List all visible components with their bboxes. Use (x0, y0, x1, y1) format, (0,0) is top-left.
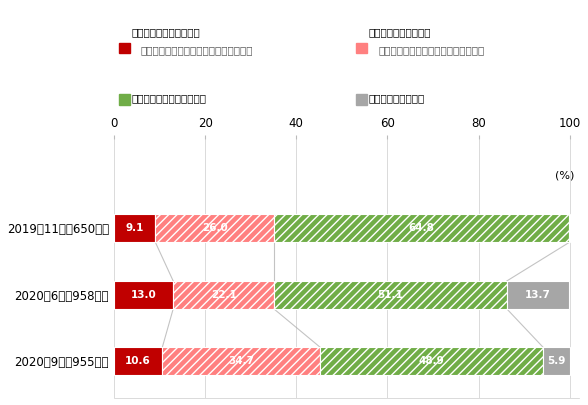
Text: 64.8: 64.8 (409, 224, 435, 233)
Text: 22.1: 22.1 (211, 290, 236, 300)
Bar (173, 281, 274, 309)
FancyBboxPatch shape (356, 43, 367, 53)
Text: 深刻な影響を受けている: 深刻な影響を受けている (132, 28, 201, 37)
Bar (569, 214, 570, 242)
Text: （ビザ取得は非常に難しくなっている）: （ビザ取得は非常に難しくなっている） (141, 45, 253, 55)
Text: 10.6: 10.6 (125, 356, 151, 367)
Text: （ビザ取得はやや難しくなっている）: （ビザ取得はやや難しくなっている） (378, 45, 485, 55)
Text: 9.1: 9.1 (125, 224, 144, 233)
Text: 34.7: 34.7 (228, 356, 255, 367)
Bar (114, 281, 173, 309)
Text: 5.9: 5.9 (547, 356, 566, 367)
Text: 48.9: 48.9 (419, 356, 445, 367)
FancyBboxPatch shape (119, 94, 130, 105)
Text: 13.7: 13.7 (525, 290, 551, 300)
FancyBboxPatch shape (119, 43, 130, 53)
Bar (507, 281, 569, 309)
Text: 影響はない（変化はない）: 影響はない（変化はない） (132, 93, 206, 103)
Bar (155, 214, 274, 242)
Bar (114, 347, 162, 375)
Bar (114, 214, 155, 242)
Text: 分からない、その他: 分からない、その他 (369, 93, 425, 103)
Text: 多少影響を受けている: 多少影響を受けている (369, 28, 431, 37)
FancyBboxPatch shape (356, 94, 367, 105)
Text: (%): (%) (555, 171, 574, 181)
Bar (274, 214, 569, 242)
Bar (162, 347, 320, 375)
Text: 51.1: 51.1 (377, 290, 403, 300)
Bar (274, 281, 507, 309)
Bar (543, 347, 570, 375)
Text: 26.0: 26.0 (202, 224, 228, 233)
Text: 13.0: 13.0 (131, 290, 156, 300)
Bar (320, 347, 543, 375)
